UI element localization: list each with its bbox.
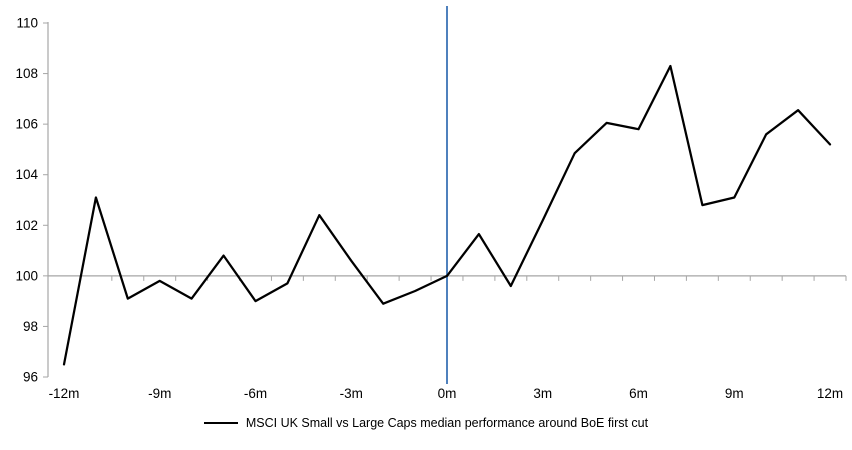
x-axis-tick-label: 6m	[629, 386, 648, 401]
y-axis-tick-label: 104	[15, 167, 38, 182]
x-axis-tick-label: -3m	[340, 386, 363, 401]
x-axis-tick-label: 0m	[438, 386, 457, 401]
x-axis-tick-label: -12m	[49, 386, 80, 401]
series-line	[62, 64, 832, 366]
y-axis-tick-label: 98	[23, 319, 38, 334]
x-axis-tick-label: 3m	[533, 386, 552, 401]
legend: MSCI UK Small vs Large Caps median perfo…	[0, 415, 852, 431]
y-axis-tick-label: 100	[15, 268, 38, 283]
legend-label: MSCI UK Small vs Large Caps median perfo…	[245, 416, 649, 430]
y-axis-tick-label: 102	[15, 218, 38, 233]
x-axis-tick-label: 9m	[725, 386, 744, 401]
x-axis-tick-label: 12m	[817, 386, 843, 401]
y-axis-tick-label: 106	[15, 117, 38, 132]
legend-line-swatch	[203, 422, 238, 424]
y-axis-tick-label: 96	[23, 370, 38, 385]
x-axis-tick-label: -9m	[148, 386, 171, 401]
x-axis-tick-label: -6m	[244, 386, 267, 401]
y-axis-tick-label: 110	[16, 16, 38, 31]
y-axis-tick-label: 108	[15, 66, 38, 81]
